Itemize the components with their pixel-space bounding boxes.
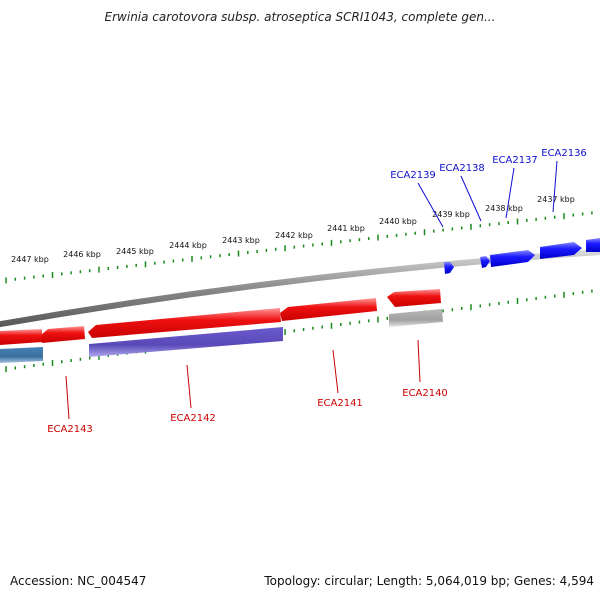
accession-text: Accession: NC_004547 [10, 574, 147, 588]
gene-leader-line [417, 339, 421, 383]
tick-label: 2440 kbp [379, 217, 417, 226]
gene-label[interactable]: ECA2141 [317, 398, 363, 409]
gene-label[interactable]: ECA2142 [170, 413, 216, 424]
tick-label: 2446 kbp [63, 250, 101, 259]
tick-label: 2445 kbp [116, 247, 154, 256]
gene-arrow-reverse[interactable] [280, 298, 377, 321]
gene-arrow-forward[interactable] [540, 242, 582, 259]
tick-label: 2439 kbp [432, 210, 470, 219]
tick-label: 2444 kbp [169, 241, 207, 250]
gene-arrow-reverse[interactable] [88, 308, 281, 338]
gene-label[interactable]: ECA2143 [47, 424, 93, 435]
gene-leader-line [332, 349, 339, 394]
gene-label[interactable]: ECA2137 [492, 155, 538, 166]
tick-label: 2447 kbp [11, 255, 49, 264]
gene-label[interactable]: ECA2140 [402, 388, 448, 399]
gene-leader-line [186, 364, 192, 409]
gene-label[interactable]: ECA2139 [390, 170, 436, 181]
gene-leader-line [505, 167, 515, 219]
gene-arrow-reverse[interactable] [387, 289, 441, 307]
gene-arrow-forward[interactable] [586, 238, 600, 252]
rna-gene-bar[interactable] [89, 327, 283, 357]
tick-label: 2442 kbp [275, 231, 313, 240]
gene-leader-line [65, 375, 70, 420]
tick-label: 2437 kbp [537, 195, 575, 204]
gene-arrow-forward[interactable] [480, 256, 490, 268]
outer-tick-ruler [5, 211, 593, 284]
gene-label[interactable]: ECA2138 [439, 163, 485, 174]
gene-leader-line [552, 160, 558, 213]
gene-label[interactable]: ECA2136 [541, 148, 587, 159]
tick-label: 2438 kbp [485, 204, 523, 213]
genome-stats-text: Topology: circular; Length: 5,064,019 bp… [264, 574, 594, 588]
gene-arrow-reverse[interactable] [0, 329, 42, 345]
gene-arrow-forward[interactable] [490, 250, 535, 267]
tick-label: 2441 kbp [327, 224, 365, 233]
gene-leader-line [417, 182, 444, 228]
gene-leader-line [460, 175, 482, 222]
gene-arrow-reverse[interactable] [41, 326, 85, 343]
gene-arrow-forward[interactable] [444, 262, 454, 274]
pseudo-gene-bar[interactable] [389, 309, 443, 327]
other-gene-bar[interactable] [0, 347, 43, 363]
tick-label: 2443 kbp [222, 236, 260, 245]
map-title: Erwinia carotovora subsp. atroseptica SC… [104, 10, 496, 24]
